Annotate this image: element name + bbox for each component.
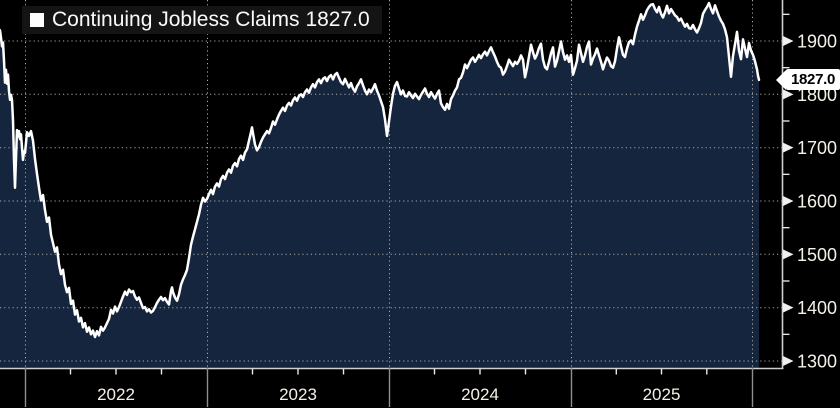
y-tick-arrow-icon — [783, 302, 794, 313]
flag-pointer-icon — [776, 69, 786, 90]
legend-series-label: Continuing Jobless Claims — [52, 8, 300, 31]
last-price-value: 1827.0 — [790, 71, 836, 89]
y-tick-arrow-icon — [783, 142, 794, 153]
y-tick-label: 1700 — [797, 138, 837, 158]
y-tick-label: 1600 — [797, 192, 837, 212]
y-tick-label: 1900 — [797, 32, 837, 52]
y-tick-arrow-icon — [783, 36, 794, 46]
legend-swatch-icon — [30, 13, 44, 27]
y-tick-arrow-icon — [783, 89, 794, 100]
year-label: 2022 — [97, 385, 135, 404]
y-tick-arrow-icon — [783, 356, 794, 366]
y-tick-label: 1400 — [797, 298, 837, 318]
year-label: 2025 — [643, 385, 681, 404]
series-area — [0, 3, 759, 369]
year-label: 2024 — [461, 385, 499, 404]
series-line — [0, 1, 761, 339]
y-tick-arrow-icon — [783, 196, 794, 206]
chart-legend[interactable]: Continuing Jobless Claims 1827.0 — [22, 6, 382, 34]
y-tick-label: 1500 — [797, 245, 837, 265]
year-label: 2023 — [279, 385, 317, 404]
last-price-flag: 1827.0 — [776, 69, 840, 91]
y-tick-arrow-icon — [783, 249, 794, 260]
y-tick-label: 1300 — [797, 352, 837, 372]
legend-last-value: 1827.0 — [305, 8, 370, 31]
